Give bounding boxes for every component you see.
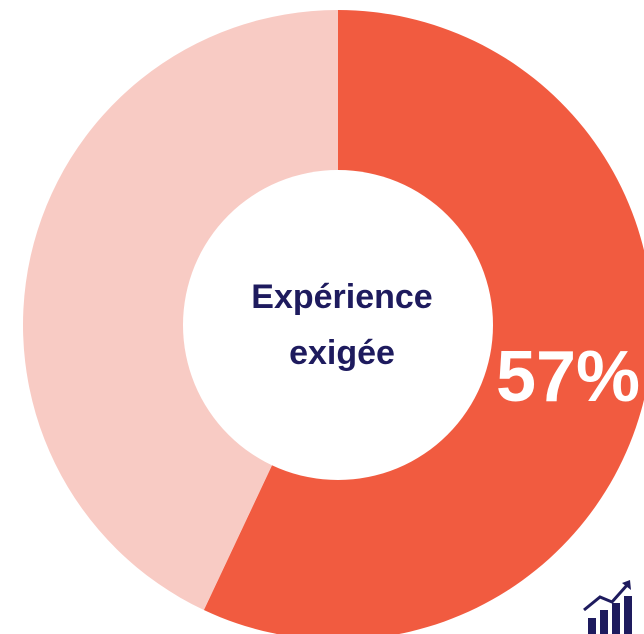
bar-chart-growth-icon [583, 580, 632, 634]
center-label-line-1: Expérience [251, 278, 432, 316]
donut-hole [183, 170, 493, 480]
donut-slice-1 [22, 10, 338, 611]
slice-value-label: 57% [496, 337, 640, 417]
center-label-line-2: exigée [289, 334, 395, 372]
